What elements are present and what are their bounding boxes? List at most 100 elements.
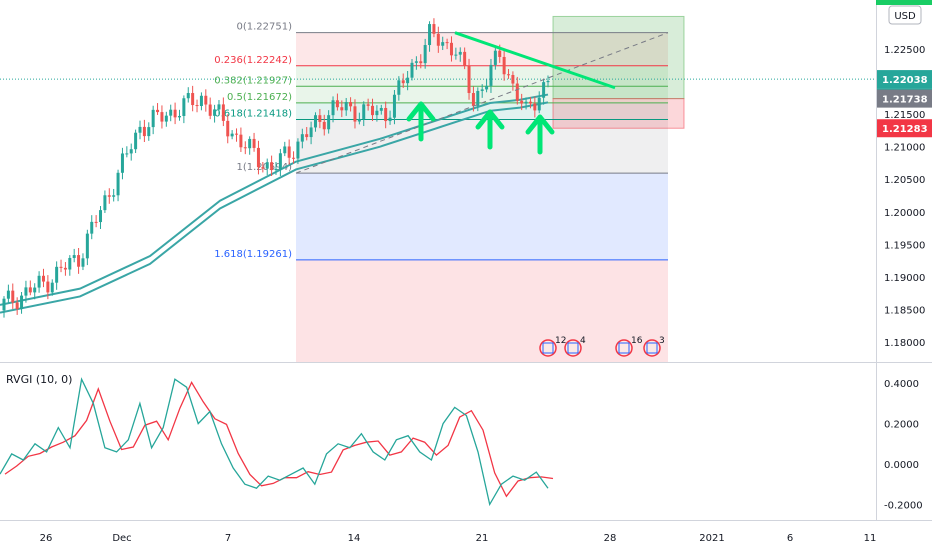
candle-body[interactable] bbox=[546, 80, 550, 83]
candle-body[interactable] bbox=[129, 149, 133, 154]
candle-body[interactable] bbox=[362, 104, 366, 119]
rvgi-signal-line[interactable] bbox=[4, 381, 554, 498]
candle-body[interactable] bbox=[493, 50, 497, 65]
candle-body[interactable] bbox=[142, 126, 146, 137]
candle-body[interactable] bbox=[463, 51, 467, 66]
candle-body[interactable] bbox=[542, 82, 546, 98]
candle-body[interactable] bbox=[226, 120, 230, 137]
candle-body[interactable] bbox=[515, 83, 519, 101]
candle-body[interactable] bbox=[423, 45, 427, 64]
rvgi-line[interactable] bbox=[0, 377, 549, 507]
candle-body[interactable] bbox=[349, 102, 353, 107]
candle-body[interactable] bbox=[2, 298, 6, 311]
candle-body[interactable] bbox=[177, 115, 181, 118]
candle-body[interactable] bbox=[103, 195, 107, 211]
candle-body[interactable] bbox=[449, 42, 453, 56]
candle-body[interactable] bbox=[50, 282, 54, 293]
candle-body[interactable] bbox=[296, 141, 300, 159]
us-flag-icon[interactable] bbox=[643, 339, 661, 357]
candle-body[interactable] bbox=[252, 138, 256, 148]
candle-body[interactable] bbox=[467, 65, 471, 94]
candle-body[interactable] bbox=[375, 110, 379, 116]
candle-body[interactable] bbox=[6, 290, 10, 299]
candle-body[interactable] bbox=[322, 121, 326, 130]
candle-body[interactable] bbox=[15, 302, 19, 310]
candle-body[interactable] bbox=[41, 275, 45, 282]
candle-body[interactable] bbox=[379, 107, 383, 111]
candle-body[interactable] bbox=[116, 172, 120, 196]
candle-body[interactable] bbox=[331, 100, 335, 116]
moving-average-fast[interactable] bbox=[0, 93, 549, 306]
candle-body[interactable] bbox=[357, 118, 361, 122]
candle-body[interactable] bbox=[151, 109, 155, 128]
candle-body[interactable] bbox=[278, 153, 282, 169]
candle-body[interactable] bbox=[533, 103, 537, 111]
candle-body[interactable] bbox=[191, 93, 195, 106]
candle-body[interactable] bbox=[72, 255, 76, 258]
candle-body[interactable] bbox=[125, 153, 129, 155]
candle-body[interactable] bbox=[327, 115, 331, 130]
resistance-trendline[interactable] bbox=[454, 31, 616, 90]
candle-body[interactable] bbox=[419, 61, 423, 64]
candle-body[interactable] bbox=[428, 24, 432, 46]
candle-body[interactable] bbox=[199, 95, 203, 107]
candle-body[interactable] bbox=[11, 290, 15, 303]
candle-body[interactable] bbox=[502, 56, 506, 75]
candle-body[interactable] bbox=[265, 162, 269, 169]
candle-body[interactable] bbox=[528, 101, 532, 104]
candle-body[interactable] bbox=[511, 75, 515, 84]
candle-body[interactable] bbox=[344, 102, 348, 111]
candle-body[interactable] bbox=[164, 115, 168, 122]
candle-body[interactable] bbox=[292, 157, 296, 159]
candle-body[interactable] bbox=[436, 33, 440, 46]
candle-body[interactable] bbox=[340, 107, 344, 111]
candle-body[interactable] bbox=[353, 106, 357, 122]
us-flag-icon[interactable] bbox=[615, 339, 633, 357]
candle-body[interactable] bbox=[476, 90, 480, 106]
candle-body[interactable] bbox=[204, 95, 208, 105]
candle-body[interactable] bbox=[37, 275, 41, 288]
candle-body[interactable] bbox=[182, 98, 186, 116]
candle-body[interactable] bbox=[77, 255, 81, 267]
candle-body[interactable] bbox=[432, 24, 436, 34]
candle-body[interactable] bbox=[112, 195, 116, 197]
candle-body[interactable] bbox=[489, 64, 493, 86]
candle-body[interactable] bbox=[248, 138, 252, 149]
candle-body[interactable] bbox=[156, 109, 160, 113]
candle-body[interactable] bbox=[313, 115, 317, 128]
candle-body[interactable] bbox=[186, 93, 190, 99]
candle-body[interactable] bbox=[485, 85, 489, 90]
candle-body[interactable] bbox=[195, 105, 199, 107]
candle-body[interactable] bbox=[120, 153, 124, 173]
candle-body[interactable] bbox=[173, 109, 177, 118]
candle-body[interactable] bbox=[388, 117, 392, 122]
candle-body[interactable] bbox=[28, 287, 32, 293]
candle-body[interactable] bbox=[274, 168, 278, 171]
candle-body[interactable] bbox=[90, 221, 94, 234]
candle-body[interactable] bbox=[256, 147, 260, 168]
candle-body[interactable] bbox=[401, 80, 405, 84]
candle-body[interactable] bbox=[221, 104, 225, 121]
candle-body[interactable] bbox=[46, 281, 50, 293]
candle-body[interactable] bbox=[335, 100, 339, 108]
candle-body[interactable] bbox=[230, 133, 234, 137]
candle-body[interactable] bbox=[160, 112, 164, 122]
candle-body[interactable] bbox=[458, 51, 462, 55]
candle-body[interactable] bbox=[20, 295, 24, 310]
us-flag-icon[interactable] bbox=[564, 339, 582, 357]
candle-body[interactable] bbox=[99, 210, 103, 223]
candle-body[interactable] bbox=[480, 89, 484, 91]
candle-body[interactable] bbox=[471, 93, 475, 106]
candle-body[interactable] bbox=[24, 287, 28, 296]
candle-body[interactable] bbox=[498, 50, 502, 57]
candle-body[interactable] bbox=[287, 146, 291, 158]
price-scale[interactable]: 1.225001.220001.215001.210001.205001.200… bbox=[884, 45, 925, 349]
candle-body[interactable] bbox=[261, 167, 265, 169]
candle-body[interactable] bbox=[445, 42, 449, 44]
candle-body[interactable] bbox=[63, 267, 67, 270]
indicator-title[interactable]: RVGI (10, 0) bbox=[6, 373, 72, 386]
candle-body[interactable] bbox=[107, 195, 111, 197]
candle-body[interactable] bbox=[537, 97, 541, 111]
candle-body[interactable] bbox=[305, 134, 309, 138]
time-scale[interactable]: 26 Dec 7 14 21 28 2021 6 11 bbox=[40, 533, 877, 544]
